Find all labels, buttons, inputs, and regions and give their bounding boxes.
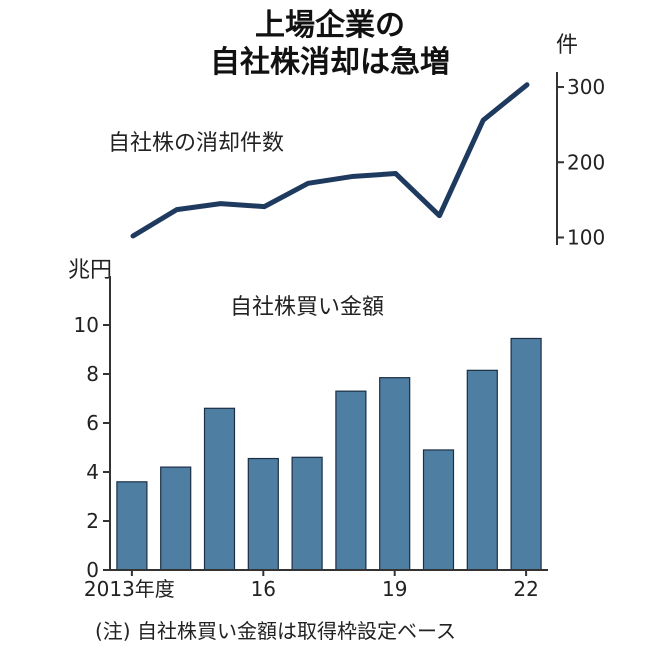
bar bbox=[160, 466, 192, 571]
bar bbox=[379, 377, 411, 571]
bar bbox=[203, 407, 236, 571]
bar bbox=[247, 457, 279, 571]
bar-y-tick-label: 10 bbox=[74, 313, 99, 337]
bar-y-tick-label: 8 bbox=[86, 362, 99, 386]
line-y-tick-label: 300 bbox=[567, 75, 605, 99]
bar-y-tick-label: 2 bbox=[86, 509, 99, 533]
bar-y-tick-label: 0 bbox=[86, 558, 99, 582]
bar bbox=[466, 369, 498, 571]
bar-y-unit-label: 兆円 bbox=[68, 258, 112, 283]
bar-x-tick-label: 22 bbox=[513, 577, 538, 601]
bar-x-tick-label: 19 bbox=[382, 577, 407, 601]
bar-chart: 自社株買い金額 兆円 0 2 4 6 8 10 2013年度 16 19 22 bbox=[68, 258, 548, 601]
bar-chart-title: 自社株買い金額 bbox=[230, 295, 384, 320]
bar bbox=[116, 481, 148, 571]
bar bbox=[510, 337, 542, 571]
bar-y-tick-label: 6 bbox=[86, 411, 99, 435]
chart-title-line-1: 上場企業の bbox=[255, 8, 405, 43]
chart-title-line-2: 自社株消却は急増 bbox=[210, 45, 450, 80]
line-series bbox=[130, 82, 530, 239]
bar-y-tick-label: 4 bbox=[86, 460, 99, 484]
line-y-tick-label: 100 bbox=[567, 225, 605, 249]
line-y-unit-label: 件 bbox=[556, 33, 578, 58]
bar bbox=[291, 456, 323, 571]
bar bbox=[335, 390, 367, 571]
line-y-tick-label: 200 bbox=[567, 150, 605, 174]
bar-x-tick-label: 2013年度 bbox=[84, 577, 175, 601]
line-chart-title: 自社株の消却件数 bbox=[108, 131, 284, 156]
footnote: (注) 自社株買い金額は取得枠設定ベース bbox=[95, 619, 456, 643]
line-chart: 自社株の消却件数 件 100 200 300 bbox=[108, 33, 605, 249]
bar-x-tick-label: 16 bbox=[251, 577, 276, 601]
bar bbox=[422, 449, 455, 571]
